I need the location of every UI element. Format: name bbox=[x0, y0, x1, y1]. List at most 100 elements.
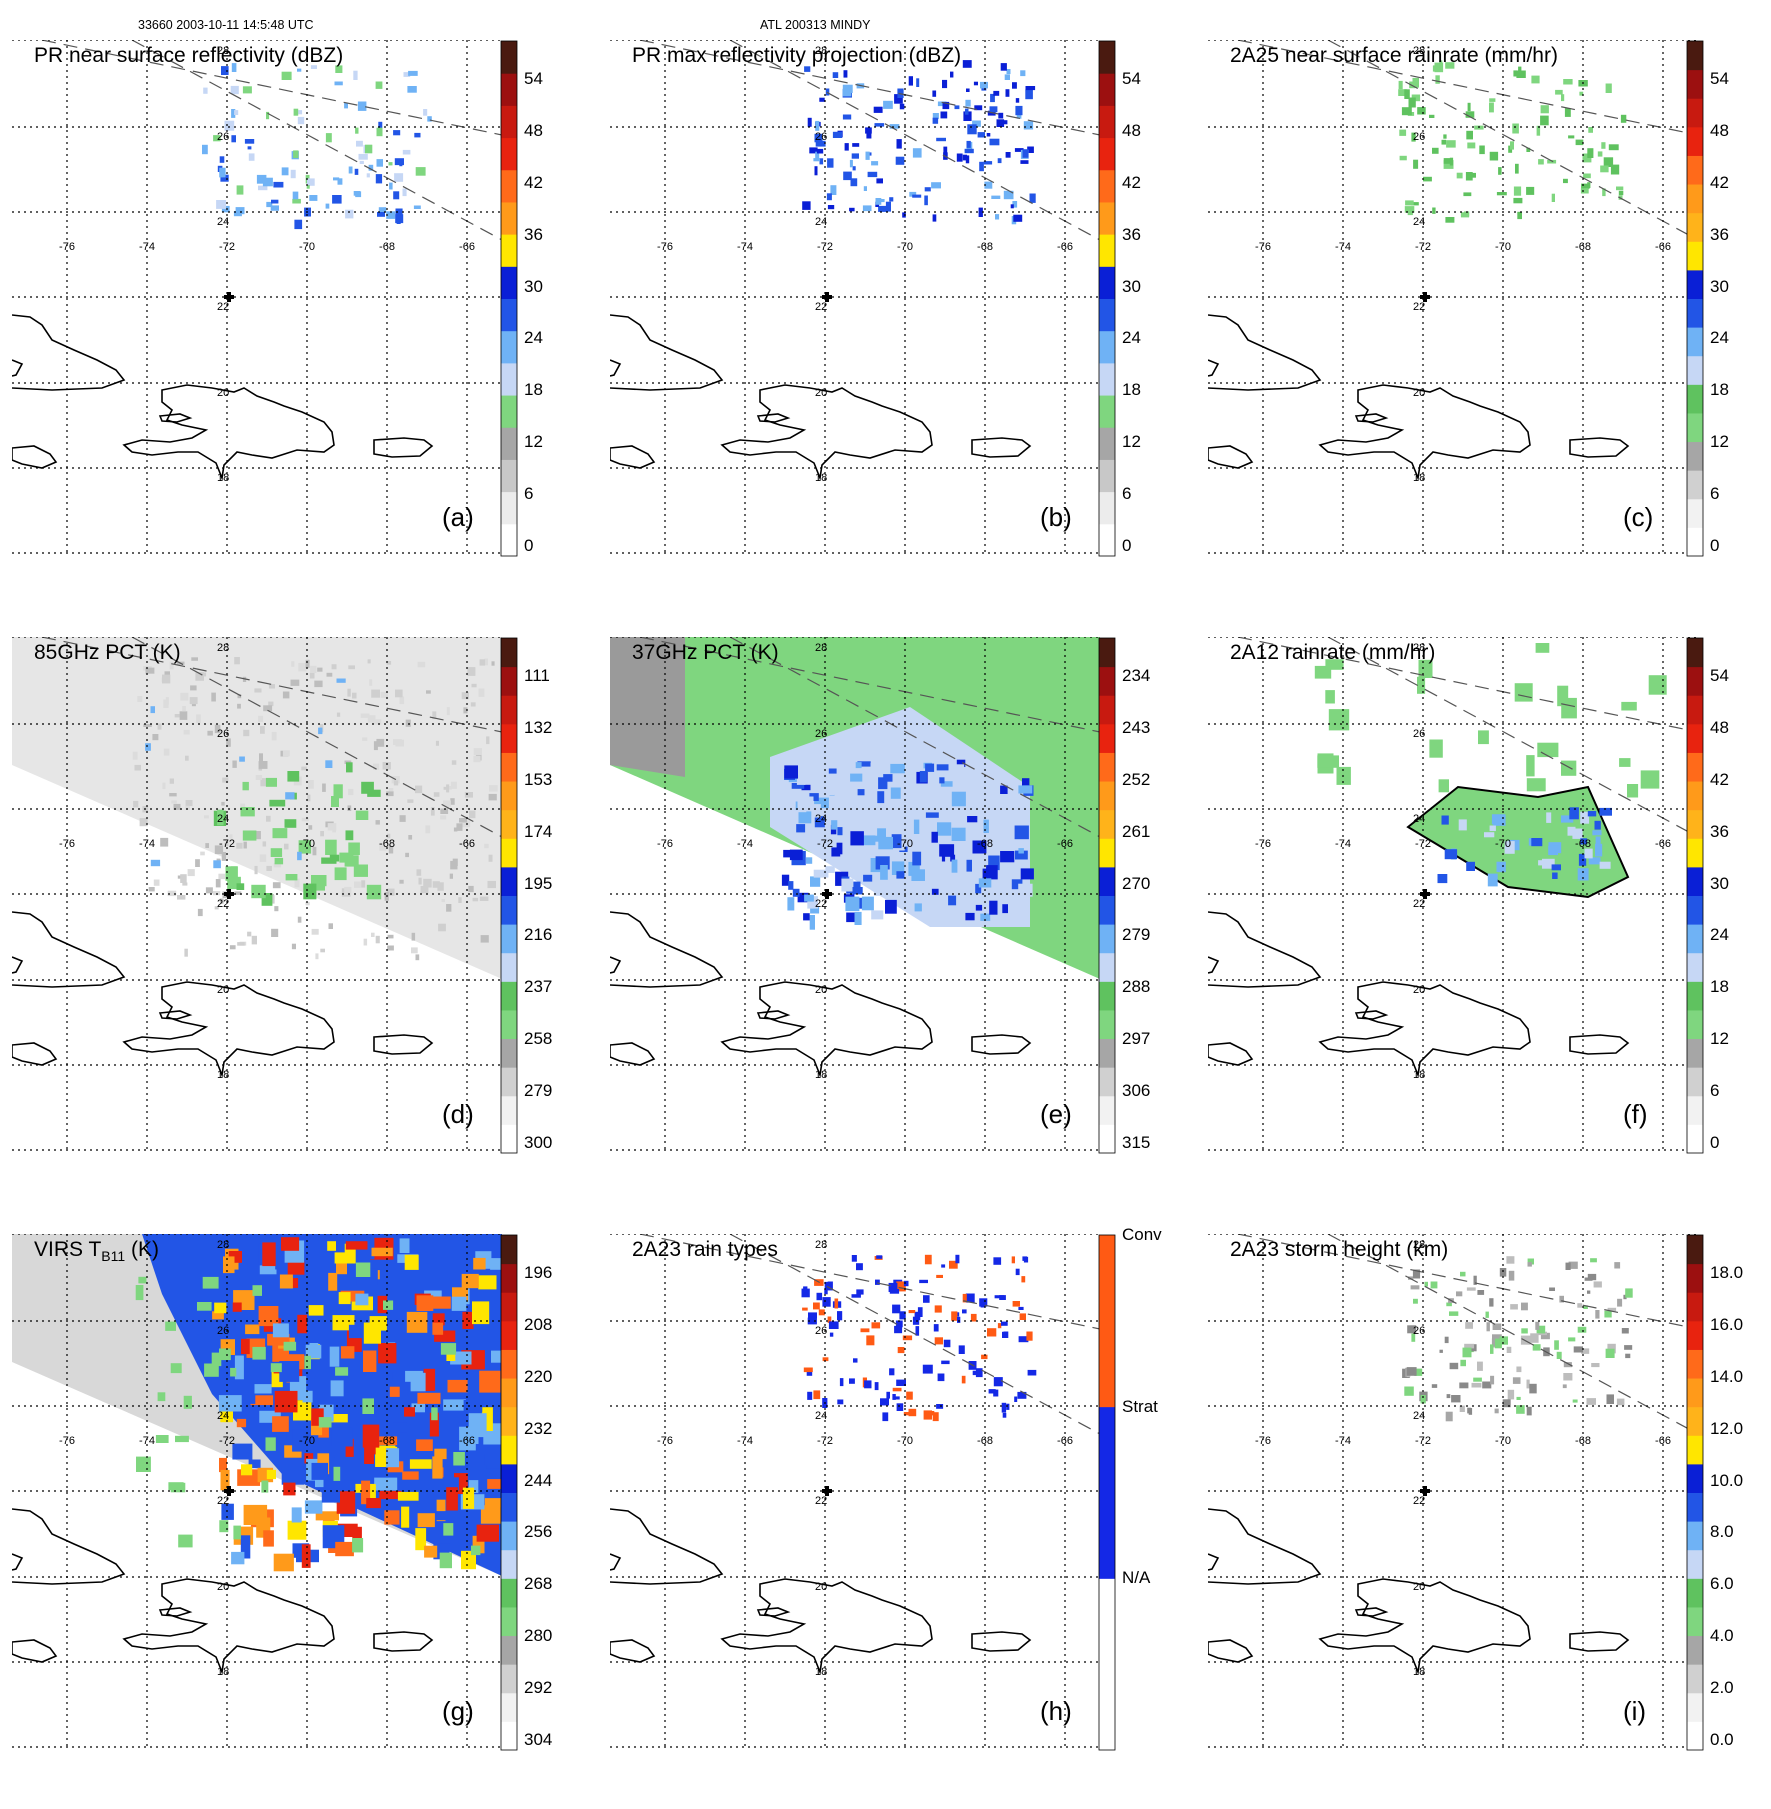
latitude-tick-label: 22 bbox=[217, 898, 229, 910]
data-pixel bbox=[334, 81, 343, 86]
data-pixel bbox=[1470, 172, 1476, 178]
data-pixel bbox=[933, 1324, 939, 1332]
data-pixel bbox=[822, 1357, 829, 1362]
data-pixel bbox=[133, 800, 139, 808]
data-pixel bbox=[291, 943, 296, 950]
data-pixel bbox=[315, 1511, 339, 1521]
latitude-tick-label: 18 bbox=[815, 472, 827, 484]
lake-coastline bbox=[1354, 413, 1389, 423]
data-pixel bbox=[388, 788, 394, 792]
data-pixel bbox=[184, 948, 188, 957]
data-pixel bbox=[240, 1535, 251, 1559]
colorbar-segment bbox=[501, 201, 517, 235]
data-pixel bbox=[965, 1293, 975, 1303]
latitude-tick-label: 24 bbox=[217, 216, 229, 228]
data-pixel bbox=[1540, 115, 1549, 126]
colorbar-segment bbox=[1687, 1263, 1703, 1293]
hispaniola-coastline bbox=[720, 384, 933, 482]
data-pixel bbox=[1020, 70, 1026, 77]
data-pixel bbox=[873, 889, 885, 896]
data-pixel bbox=[981, 1354, 988, 1360]
data-pixel bbox=[1417, 107, 1426, 115]
data-pixel bbox=[906, 1391, 913, 1400]
data-pixel bbox=[237, 703, 241, 709]
data-pixel bbox=[219, 1457, 227, 1473]
data-pixel bbox=[222, 777, 229, 783]
colorbar-segment bbox=[501, 234, 517, 267]
colorbar-segment bbox=[1099, 459, 1115, 493]
cuba-coastline bbox=[610, 956, 622, 974]
latitude-tick-label: 18 bbox=[1413, 1666, 1425, 1678]
data-pixel bbox=[434, 1448, 447, 1460]
data-pixel bbox=[358, 153, 368, 160]
map-background bbox=[12, 637, 502, 1152]
data-pixel bbox=[1513, 70, 1518, 77]
latitude-tick-label: 18 bbox=[217, 1666, 229, 1678]
data-pixel bbox=[308, 780, 314, 789]
data-pixel bbox=[260, 726, 265, 734]
data-pixel bbox=[377, 212, 385, 217]
data-pixel bbox=[366, 1498, 381, 1509]
data-pixel bbox=[266, 111, 270, 120]
data-pixel bbox=[841, 878, 854, 892]
data-pixel bbox=[962, 1293, 967, 1303]
data-pixel bbox=[226, 738, 231, 747]
data-pixel bbox=[1563, 1362, 1572, 1368]
data-pixel bbox=[153, 879, 160, 886]
latitude-tick-label: 18 bbox=[217, 1069, 229, 1081]
data-pixel bbox=[216, 200, 226, 209]
colorbar-segment bbox=[1687, 470, 1703, 500]
data-pixel bbox=[388, 845, 394, 854]
data-pixel bbox=[1418, 659, 1433, 678]
data-pixel bbox=[1477, 1361, 1483, 1371]
data-pixel bbox=[1540, 1332, 1550, 1340]
colorbar-segment bbox=[501, 1692, 517, 1722]
data-pixel bbox=[355, 810, 369, 820]
data-pixel bbox=[243, 729, 250, 737]
data-pixel bbox=[414, 132, 421, 138]
data-pixel bbox=[1413, 159, 1419, 169]
data-pixel bbox=[1025, 86, 1036, 91]
data-pixel bbox=[1429, 739, 1443, 758]
data-pixel bbox=[418, 877, 422, 885]
data-pixel bbox=[1423, 176, 1432, 182]
data-pixel bbox=[375, 935, 380, 944]
data-pixel bbox=[863, 874, 873, 882]
data-pixel bbox=[378, 1343, 397, 1364]
data-pixel bbox=[1579, 91, 1584, 96]
longitude-tick-label: -76 bbox=[1255, 838, 1271, 850]
data-pixel bbox=[972, 1370, 978, 1376]
colorbar-tick-label: 42 bbox=[524, 172, 543, 192]
data-pixel bbox=[459, 818, 468, 823]
colorbar-segment bbox=[501, 1492, 517, 1522]
data-pixel bbox=[220, 174, 229, 182]
colorbar-tick-label: 6 bbox=[1710, 1081, 1720, 1101]
colorbar-segment bbox=[1687, 952, 1703, 982]
data-pixel bbox=[915, 1326, 920, 1336]
data-pixel bbox=[303, 883, 317, 900]
data-pixel bbox=[850, 831, 864, 846]
data-pixel bbox=[263, 1530, 274, 1547]
data-pixel bbox=[450, 860, 458, 870]
longitude-tick-label: -76 bbox=[657, 241, 673, 253]
longitude-tick-label: -68 bbox=[1575, 838, 1591, 850]
data-pixel bbox=[1017, 1391, 1027, 1399]
data-pixel bbox=[1019, 1313, 1026, 1320]
data-pixel bbox=[247, 931, 252, 937]
data-pixel bbox=[1460, 1271, 1466, 1277]
data-pixel bbox=[899, 1311, 906, 1320]
data-pixel bbox=[440, 808, 449, 814]
colorbar-segment bbox=[1687, 155, 1703, 185]
longitude-tick-label: -76 bbox=[657, 1435, 673, 1447]
data-pixel bbox=[962, 60, 972, 68]
latitude-tick-label: 26 bbox=[1413, 728, 1425, 740]
data-pixel bbox=[1458, 819, 1467, 831]
data-pixel bbox=[993, 90, 1000, 96]
data-pixel bbox=[233, 1525, 241, 1540]
swath-edge-line bbox=[639, 1234, 1100, 1330]
data-pixel bbox=[1417, 676, 1426, 694]
data-pixel bbox=[1026, 1331, 1033, 1341]
panel-title: VIRS TB11 (K) bbox=[34, 1238, 159, 1264]
data-pixel bbox=[1446, 1302, 1452, 1307]
data-pixel bbox=[377, 1295, 388, 1314]
